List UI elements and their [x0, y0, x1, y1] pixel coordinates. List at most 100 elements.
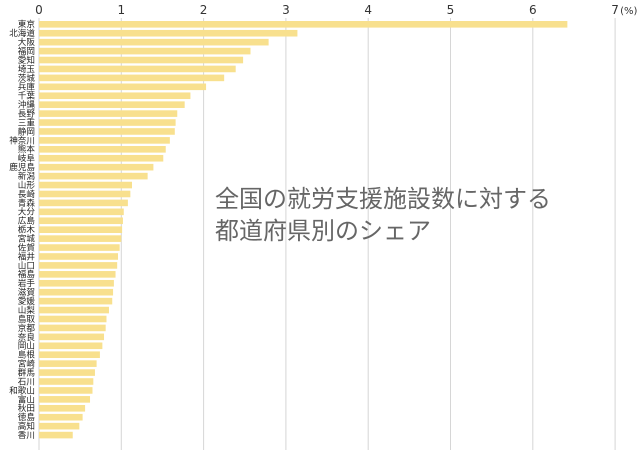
category-label-青森: 青森 [18, 197, 36, 209]
bar-奈良 [39, 333, 105, 341]
category-label-茨城: 茨城 [18, 72, 36, 84]
bar-京都 [39, 324, 106, 332]
chart-title-line-1: 全国の就労支援施設数に対する [215, 185, 551, 213]
bar-滋賀 [39, 288, 114, 296]
category-label-山梨: 山梨 [18, 304, 36, 316]
category-label-兵庫: 兵庫 [18, 81, 36, 93]
category-label-三重: 三重 [18, 116, 36, 128]
category-label-島根: 島根 [18, 349, 36, 361]
x-axis-ticks: 0 1 2 3 4 5 6 7 (%) [35, 3, 637, 17]
category-labels: 東京北海道大阪福岡愛知埼玉茨城兵庫千葉沖縄長野三重静岡神奈川熊本岐阜鹿児島新潟山… [9, 18, 35, 441]
category-label-秋田: 秋田 [18, 402, 35, 414]
bar-島根 [39, 351, 100, 359]
category-label-高知: 高知 [18, 420, 35, 432]
category-label-奈良: 奈良 [18, 331, 36, 343]
category-label-長野: 長野 [18, 109, 36, 120]
category-label-神奈川: 神奈川 [9, 134, 35, 146]
x-tick-label-5: 5 [447, 3, 455, 17]
bar-福井 [39, 253, 119, 260]
category-label-北海道: 北海道 [9, 27, 35, 39]
category-label-大分: 大分 [18, 206, 36, 218]
x-tick-label-1: 1 [117, 3, 125, 17]
bar-石川 [39, 378, 94, 385]
bar-秋田 [39, 404, 86, 412]
x-unit-label: (%) [620, 6, 637, 17]
bar-青森 [39, 199, 128, 207]
bar-新潟 [39, 172, 148, 180]
bars [39, 21, 568, 439]
bar-鹿児島 [39, 163, 154, 171]
category-label-佐賀: 佐賀 [18, 241, 36, 253]
category-label-東京: 東京 [18, 18, 36, 30]
bar-沖縄 [39, 101, 185, 108]
category-label-群馬: 群馬 [18, 366, 35, 378]
bar-長野 [39, 110, 178, 117]
bar-佐賀 [39, 244, 120, 251]
bar-島取 [39, 315, 107, 323]
bar-徳島 [39, 413, 83, 421]
x-tick-label-7: 7 [611, 3, 619, 17]
bar-山口 [39, 262, 118, 269]
bar-北海道 [39, 29, 298, 37]
chart-title: 全国の就労支援施設数に対する 都道府県別のシェア [215, 185, 551, 245]
bar-岡山 [39, 342, 103, 350]
category-label-岡山: 岡山 [18, 341, 35, 352]
category-label-徳島: 徳島 [18, 411, 36, 423]
category-label-長崎: 長崎 [18, 188, 36, 200]
bar-和歌山 [39, 387, 93, 394]
bar-高知 [39, 422, 80, 430]
bar-福岡 [39, 47, 251, 55]
bar-大分 [39, 208, 124, 216]
category-label-福島: 福島 [18, 268, 36, 280]
bar-群馬 [39, 369, 95, 376]
bar-長崎 [39, 190, 131, 198]
category-label-富山: 富山 [18, 393, 35, 405]
category-label-新潟: 新潟 [18, 170, 36, 182]
category-label-静岡: 静岡 [18, 125, 35, 137]
category-label-山口: 山口 [18, 260, 35, 271]
category-label-岩手: 岩手 [18, 277, 36, 289]
category-label-石川: 石川 [18, 377, 35, 387]
category-label-宮城: 宮城 [18, 233, 36, 245]
bar-香川 [39, 431, 73, 439]
bar-三重 [39, 119, 176, 126]
category-label-宮崎: 宮崎 [18, 358, 36, 370]
bar-兵庫 [39, 83, 207, 91]
bar-東京 [39, 21, 568, 28]
x-tick-label-2: 2 [200, 3, 208, 17]
category-label-愛媛: 愛媛 [18, 295, 36, 307]
x-tick-label-6: 6 [529, 3, 537, 17]
bar-岩手 [39, 279, 114, 287]
bar-埼玉 [39, 65, 236, 73]
category-label-香川: 香川 [18, 430, 35, 441]
category-label-熊本: 熊本 [18, 143, 36, 155]
category-label-滋賀: 滋賀 [18, 286, 36, 298]
bar-山梨 [39, 306, 109, 314]
bar-愛知 [39, 56, 244, 64]
category-label-山形: 山形 [18, 180, 36, 191]
bar-福島 [39, 271, 116, 278]
category-label-千葉: 千葉 [18, 90, 36, 102]
category-label-埼玉: 埼玉 [18, 63, 36, 75]
bar-広島 [39, 217, 123, 225]
x-tick-label-0: 0 [35, 3, 43, 17]
category-label-京都: 京都 [18, 322, 36, 334]
category-label-和歌山: 和歌山 [9, 384, 35, 396]
category-label-福岡: 福岡 [18, 46, 35, 57]
x-tick-label-3: 3 [282, 3, 290, 17]
bar-大阪 [39, 38, 269, 46]
bar-栃木 [39, 226, 123, 233]
category-label-大阪: 大阪 [18, 36, 36, 48]
category-label-愛知: 愛知 [18, 54, 35, 66]
bar-富山 [39, 396, 91, 403]
bar-岐阜 [39, 154, 164, 162]
bar-熊本 [39, 146, 166, 153]
bar-神奈川 [39, 137, 170, 144]
category-label-岐阜: 岐阜 [18, 152, 36, 164]
x-tick-label-4: 4 [364, 3, 372, 17]
bar-愛媛 [39, 297, 113, 305]
category-label-島取: 島取 [18, 313, 36, 325]
bar-千葉 [39, 92, 191, 100]
bar-静岡 [39, 128, 175, 135]
